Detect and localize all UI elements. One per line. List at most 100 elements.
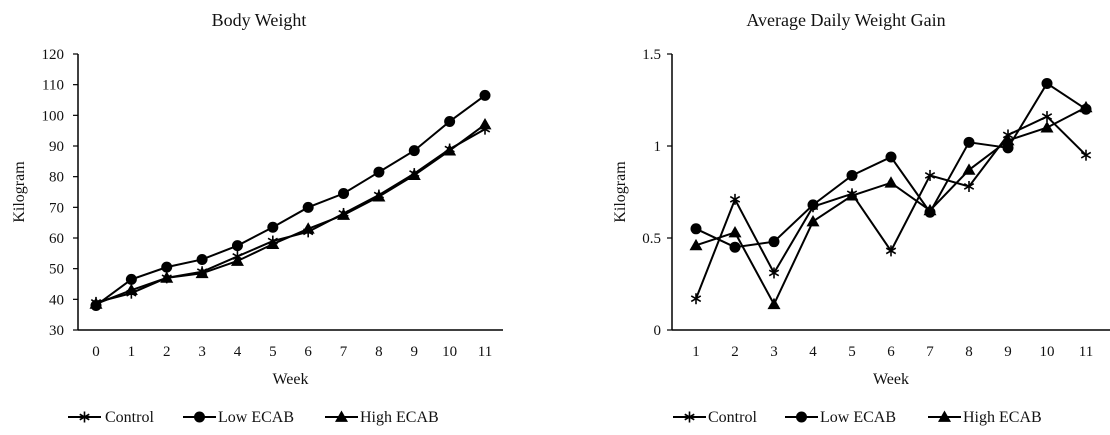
x-axis-label: Week — [272, 371, 308, 388]
series-high-ecab — [689, 100, 1093, 310]
data-point — [690, 293, 702, 305]
y-tick-label: 90 — [49, 139, 64, 155]
legend-marker — [938, 410, 951, 422]
y-tick-label: 120 — [42, 47, 65, 63]
data-point — [963, 180, 975, 192]
x-tick-label: 2 — [163, 344, 171, 360]
data-point — [1041, 111, 1053, 123]
data-point — [372, 190, 386, 202]
data-point — [478, 118, 492, 130]
y-tick-label: 100 — [42, 108, 65, 124]
legend-marker — [194, 411, 205, 423]
data-point — [806, 214, 820, 227]
data-point — [1041, 77, 1053, 89]
series-line — [95, 123, 486, 305]
legend-item-low-ecab: Low ECAB — [785, 409, 896, 426]
data-point — [767, 297, 781, 310]
data-point — [728, 225, 742, 238]
x-tick-label: 9 — [411, 344, 419, 360]
data-point — [479, 89, 491, 101]
y-tick-label: 70 — [49, 200, 64, 216]
data-point — [302, 201, 314, 213]
legend-item-low-ecab: Low ECAB — [183, 409, 294, 426]
data-point — [125, 273, 137, 285]
data-point — [373, 166, 385, 178]
legend-label: Low ECAB — [820, 409, 896, 426]
legend-label: High ECAB — [963, 409, 1042, 426]
legend-label: Control — [708, 409, 757, 426]
chart-title: Average Daily Weight Gain — [746, 10, 945, 30]
x-tick-label: 2 — [731, 344, 739, 360]
data-point — [885, 245, 897, 257]
series-line — [95, 128, 486, 304]
chart-panel-2: Average Daily Weight Gain 0 0.5 1 1.5 1 2 3 4 5 6 7… — [612, 10, 1110, 426]
legend-marker — [79, 411, 90, 423]
data-point — [444, 115, 456, 127]
data-point — [407, 168, 421, 181]
data-point — [231, 240, 243, 252]
data-point — [338, 188, 350, 200]
data-point — [962, 163, 976, 175]
legend-item-high-ecab: High ECAB — [325, 409, 439, 426]
data-point — [729, 193, 741, 205]
series-low-ecab — [690, 77, 1092, 253]
data-point — [924, 169, 936, 181]
x-tick-label: 3 — [770, 344, 778, 360]
x-tick-label: 4 — [234, 344, 242, 360]
x-tick-label: 0 — [92, 344, 100, 360]
data-point — [89, 297, 103, 309]
chart-panel-1: Body Weight 30 40 50 60 70 80 90 100 110 120 0 1 2 3 4 5… — [11, 10, 503, 426]
data-point — [689, 238, 703, 251]
data-point — [807, 199, 819, 211]
x-tick-label: 10 — [442, 344, 457, 360]
data-point — [443, 144, 457, 156]
data-point — [301, 222, 315, 234]
legend-label: Low ECAB — [218, 409, 294, 426]
legend-label: High ECAB — [360, 409, 439, 426]
x-tick-label: 6 — [887, 344, 895, 360]
data-point — [230, 254, 244, 266]
series-high-ecab — [89, 118, 492, 309]
x-tick-label: 11 — [1079, 344, 1093, 360]
series-control — [690, 111, 1092, 305]
y-axis-label: Kilogram — [612, 161, 629, 223]
legend-marker — [335, 410, 348, 422]
series-control — [90, 123, 491, 308]
y-tick-label: 60 — [49, 231, 64, 247]
x-axis-label: Week — [873, 371, 909, 388]
x-tick-label: 10 — [1040, 344, 1055, 360]
data-point — [923, 203, 937, 216]
x-tick-label: 8 — [965, 344, 973, 360]
y-tick-label: 30 — [49, 323, 64, 339]
y-tick-label: 50 — [49, 262, 64, 278]
x-tick-label: 3 — [198, 344, 206, 360]
x-tick-label: 9 — [1004, 344, 1012, 360]
series-low-ecab — [90, 89, 491, 311]
legend-marker — [796, 411, 807, 423]
x-tick-label: 11 — [478, 344, 492, 360]
data-point — [1079, 100, 1093, 113]
data-point — [846, 169, 858, 181]
chart-title: Body Weight — [212, 10, 307, 30]
data-point — [1080, 149, 1092, 161]
series-line — [95, 94, 486, 307]
x-tick-label: 8 — [375, 344, 383, 360]
data-point — [160, 271, 174, 283]
x-tick-label: 5 — [848, 344, 856, 360]
data-point — [690, 223, 702, 235]
legend-marker — [684, 411, 695, 423]
x-tick-label: 4 — [809, 344, 817, 360]
y-tick-label: 80 — [49, 170, 64, 186]
data-point — [196, 253, 208, 265]
y-tick-label: 0.5 — [642, 231, 661, 247]
legend-label: Control — [105, 409, 154, 426]
y-tick-label: 1 — [654, 139, 662, 155]
data-point — [267, 221, 279, 233]
x-tick-label: 1 — [692, 344, 700, 360]
x-tick-label: 7 — [340, 344, 348, 360]
x-tick-label: 5 — [269, 344, 277, 360]
x-tick-label: 1 — [128, 344, 136, 360]
data-point — [1040, 121, 1054, 133]
